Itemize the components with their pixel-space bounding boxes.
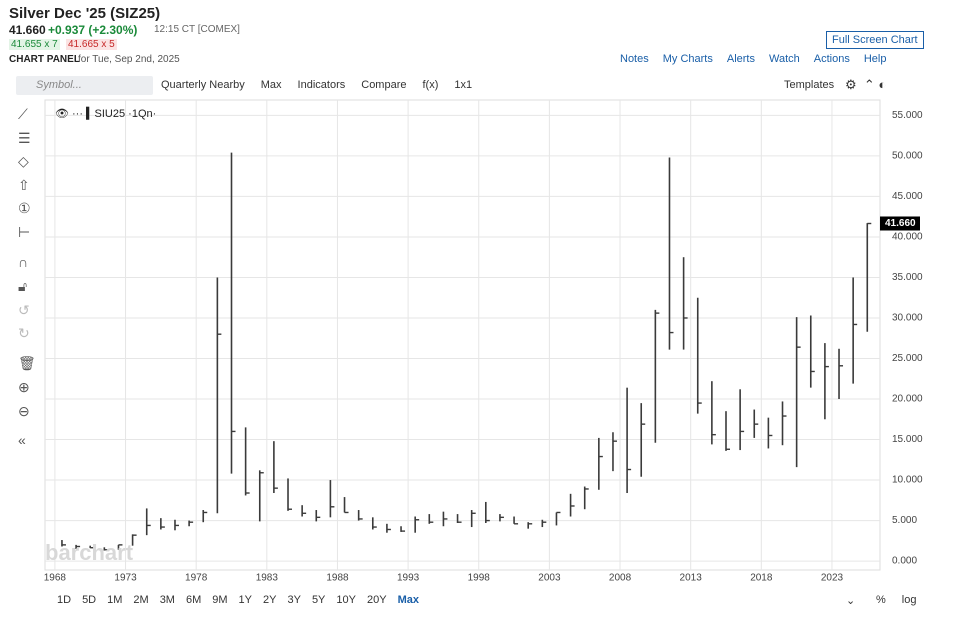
y-tick-label: 45.000 [892, 191, 923, 202]
range-button[interactable]: 5Y [311, 594, 326, 606]
x-tick-label: 2023 [821, 573, 844, 584]
tool-icon[interactable]: ⇧ [18, 177, 30, 193]
y-tick-label: 50.000 [892, 151, 923, 162]
tool-icon[interactable]: « [18, 432, 26, 448]
nav: Notes My Charts Alerts Watch Actions Help [620, 53, 886, 65]
tool-icon[interactable]: ◇ [18, 153, 29, 169]
y-tick-label: 5.000 [892, 515, 917, 526]
x-tick-label: 1983 [256, 573, 279, 584]
x-tick-label: 1993 [397, 573, 420, 584]
x-tick-label: 1988 [326, 573, 349, 584]
axis-option[interactable]: % [876, 594, 886, 606]
x-tick-label: 1968 [44, 573, 67, 584]
nav-item[interactable]: Notes [620, 53, 649, 65]
range-button[interactable]: 3M [159, 594, 175, 606]
toolbar-item[interactable]: Quarterly Nearby [161, 79, 245, 91]
y-tick-label: 35.000 [892, 272, 923, 283]
range-button[interactable]: 1M [107, 594, 123, 606]
range-button[interactable]: 6M [185, 594, 202, 606]
bid: 41.655 x 7 [9, 39, 60, 50]
nav-item[interactable]: Actions [813, 53, 850, 65]
search: Symbol... [36, 79, 82, 91]
range-button[interactable]: 20Y [366, 594, 387, 606]
nav-item[interactable]: My Charts [662, 53, 713, 65]
toolbar-icons: ⚙ ⌃ ◐ [845, 77, 887, 92]
toolbar: Quarterly Nearby Max Indicators Compare f(x)… [161, 79, 472, 91]
price: 41.660 [9, 23, 46, 37]
range-button[interactable]: 2Y [263, 594, 277, 606]
last-price-box [880, 216, 920, 231]
x-tick-label: 2018 [750, 573, 773, 584]
toolbar-item[interactable]: Max [260, 79, 282, 91]
axis-options: % log [876, 594, 916, 606]
scroll-icon: ⌄ [846, 595, 856, 607]
nav-item[interactable]: Watch [769, 53, 800, 65]
range-button[interactable]: 2M [133, 594, 149, 606]
ranges: 1D 5D 1M 2M 3M 6M 9M 1Y 2Y 3Y 5Y 10Y 20Y Max [57, 594, 419, 606]
full-screen[interactable]: Full Screen Chart [826, 31, 924, 49]
tool-icon[interactable]: ⊖ [18, 403, 30, 419]
tool-icon[interactable]: ⊢ [18, 224, 31, 240]
y-tick-label: 40.000 [892, 232, 923, 243]
range-button[interactable]: Max [397, 594, 419, 606]
last-price-label: 41.660 [885, 218, 916, 229]
legend-box: 👁︎ ··· ▍SIU25 ·1Qn· [55, 108, 157, 120]
search-box[interactable]: Symbol... [16, 76, 153, 95]
x-tick-label: 1998 [468, 573, 491, 584]
y-tick-label: 55.000 [892, 110, 923, 121]
nav-item[interactable]: Help [863, 53, 887, 65]
tool-icon[interactable]: ① [18, 200, 31, 216]
range-button[interactable]: 1D [57, 594, 72, 606]
templates[interactable]: Templates [784, 79, 835, 91]
ask: 41.665 x 5 [66, 39, 117, 50]
y-tick-label: 15.000 [892, 434, 923, 445]
x-tick-label: 2008 [609, 573, 632, 584]
toolbar-item[interactable]: 1x1 [454, 79, 473, 91]
y-tick-label: 25.000 [892, 353, 923, 364]
time: 12:15 CT [COMEX] [154, 24, 240, 35]
tool-icon[interactable]: 🗑︎ [18, 355, 36, 371]
nav-item[interactable]: Alerts [726, 53, 755, 65]
range-button[interactable]: 10Y [336, 594, 356, 606]
range-button[interactable]: 9M [212, 594, 228, 606]
plot-area [44, 99, 881, 571]
tool-icon[interactable]: ↺ [18, 302, 30, 318]
y-tick-label: 20.000 [892, 394, 923, 405]
tool-icon[interactable]: ⊕ [18, 379, 30, 395]
toolbar-item[interactable]: f(x) [422, 79, 439, 91]
x-tick-label: 2013 [680, 573, 703, 584]
range-button[interactable]: 1Y [238, 594, 252, 606]
tool-icon[interactable]: 🔓︎ [18, 278, 28, 294]
toolbar-item[interactable]: Indicators [297, 79, 346, 91]
watermark: barchart [45, 540, 134, 565]
change: +0.937 (+2.30%) [48, 23, 138, 37]
toolbar-item[interactable]: Compare [361, 79, 407, 91]
y-tick-label: 10.000 [892, 475, 923, 486]
range-button[interactable]: 5D [82, 594, 97, 606]
range-button[interactable]: 3Y [287, 594, 301, 606]
tool-icon[interactable]: ⟋ [18, 106, 28, 122]
y-tick-label: 0.000 [892, 556, 917, 567]
title: Silver Dec '25 (SIZ25) [9, 5, 161, 22]
tool-icon[interactable]: ↻ [18, 325, 30, 341]
x-tick-label: 2003 [538, 573, 561, 584]
x-tick-label: 1973 [114, 573, 137, 584]
y-tick-label: 30.000 [892, 313, 923, 324]
axis-option[interactable]: log [901, 594, 917, 606]
legend: SIU25 ·1Qn· [94, 108, 157, 120]
x-tick-label: 1978 [185, 573, 208, 584]
tool-icon[interactable]: ☰ [18, 130, 31, 146]
panel: CHART PANEL [9, 54, 80, 65]
tool-icon[interactable]: ∩ [18, 254, 29, 270]
panel-date: for Tue, Sep 2nd, 2025 [78, 54, 180, 65]
